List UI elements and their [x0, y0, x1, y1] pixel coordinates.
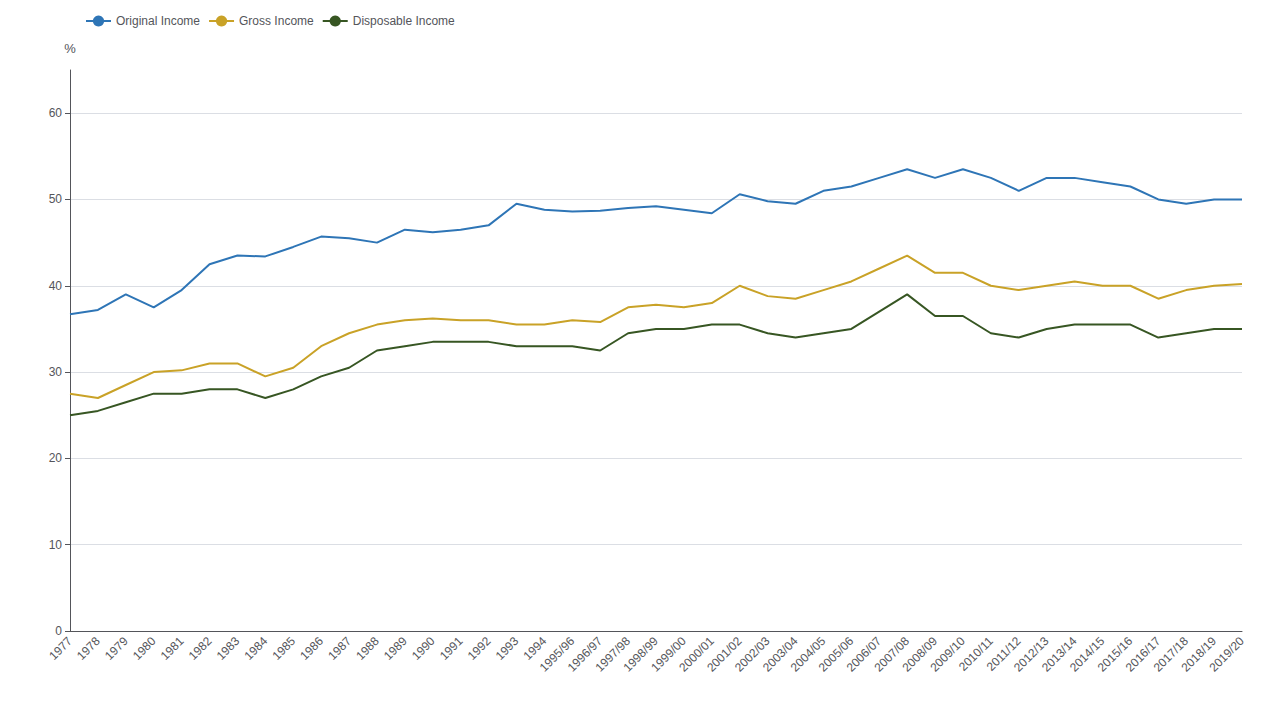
svg-text:1981: 1981	[158, 634, 187, 663]
svg-text:2008/09: 2008/09	[899, 634, 940, 675]
svg-text:20: 20	[49, 451, 63, 465]
svg-text:2017/18: 2017/18	[1150, 634, 1192, 675]
svg-text:1993: 1993	[493, 634, 522, 663]
svg-text:Gross Income: Gross Income	[239, 14, 314, 28]
svg-text:2006/07: 2006/07	[843, 634, 885, 675]
svg-text:1994: 1994	[520, 634, 550, 663]
svg-text:2001/02: 2001/02	[704, 634, 745, 675]
svg-text:10: 10	[49, 538, 63, 552]
svg-text:1999/00: 1999/00	[648, 634, 689, 675]
svg-text:2010/11: 2010/11	[955, 634, 996, 674]
svg-text:2014/15: 2014/15	[1066, 634, 1108, 675]
svg-text:2007/08: 2007/08	[871, 634, 913, 675]
svg-text:1984: 1984	[242, 634, 271, 663]
svg-text:1985: 1985	[269, 634, 298, 663]
svg-text:1991: 1991	[437, 634, 466, 663]
svg-text:1987: 1987	[325, 634, 354, 663]
svg-text:1982: 1982	[186, 634, 215, 663]
svg-text:1977: 1977	[46, 634, 75, 663]
svg-text:1989: 1989	[381, 634, 410, 663]
svg-text:1986: 1986	[297, 634, 326, 663]
svg-text:1978: 1978	[74, 634, 103, 663]
svg-text:2004/05: 2004/05	[787, 634, 829, 675]
svg-text:1992: 1992	[465, 634, 494, 663]
svg-text:50: 50	[49, 192, 63, 206]
svg-text:1990: 1990	[409, 634, 438, 663]
svg-text:2011/12: 2011/12	[983, 634, 1024, 674]
svg-text:40: 40	[49, 279, 63, 293]
svg-text:2019/20: 2019/20	[1206, 634, 1247, 675]
svg-text:1995/96: 1995/96	[536, 634, 578, 675]
svg-text:60: 60	[49, 106, 63, 120]
svg-text:0: 0	[55, 624, 62, 638]
svg-text:Original Income: Original Income	[116, 14, 200, 28]
svg-text:2015/16: 2015/16	[1094, 634, 1136, 675]
svg-text:2012/13: 2012/13	[1011, 634, 1052, 675]
svg-text:1996/97: 1996/97	[564, 634, 606, 675]
svg-text:%: %	[64, 41, 76, 56]
svg-text:1983: 1983	[214, 634, 243, 663]
svg-text:30: 30	[49, 365, 63, 379]
svg-text:1998/99: 1998/99	[620, 634, 661, 675]
svg-text:2018/19: 2018/19	[1178, 634, 1219, 675]
svg-text:2005/06: 2005/06	[815, 634, 857, 675]
svg-text:1997/98: 1997/98	[592, 634, 633, 675]
svg-text:2013/14: 2013/14	[1039, 634, 1080, 675]
svg-text:2016/17: 2016/17	[1122, 634, 1164, 675]
svg-text:1988: 1988	[353, 634, 382, 663]
svg-text:1980: 1980	[130, 634, 159, 663]
svg-text:2009/10: 2009/10	[927, 634, 968, 675]
svg-text:2000/01: 2000/01	[676, 634, 717, 675]
svg-text:2002/03: 2002/03	[732, 634, 773, 675]
svg-text:2003/04: 2003/04	[759, 634, 801, 675]
svg-text:Disposable Income: Disposable Income	[353, 14, 455, 28]
svg-text:1979: 1979	[102, 634, 131, 663]
